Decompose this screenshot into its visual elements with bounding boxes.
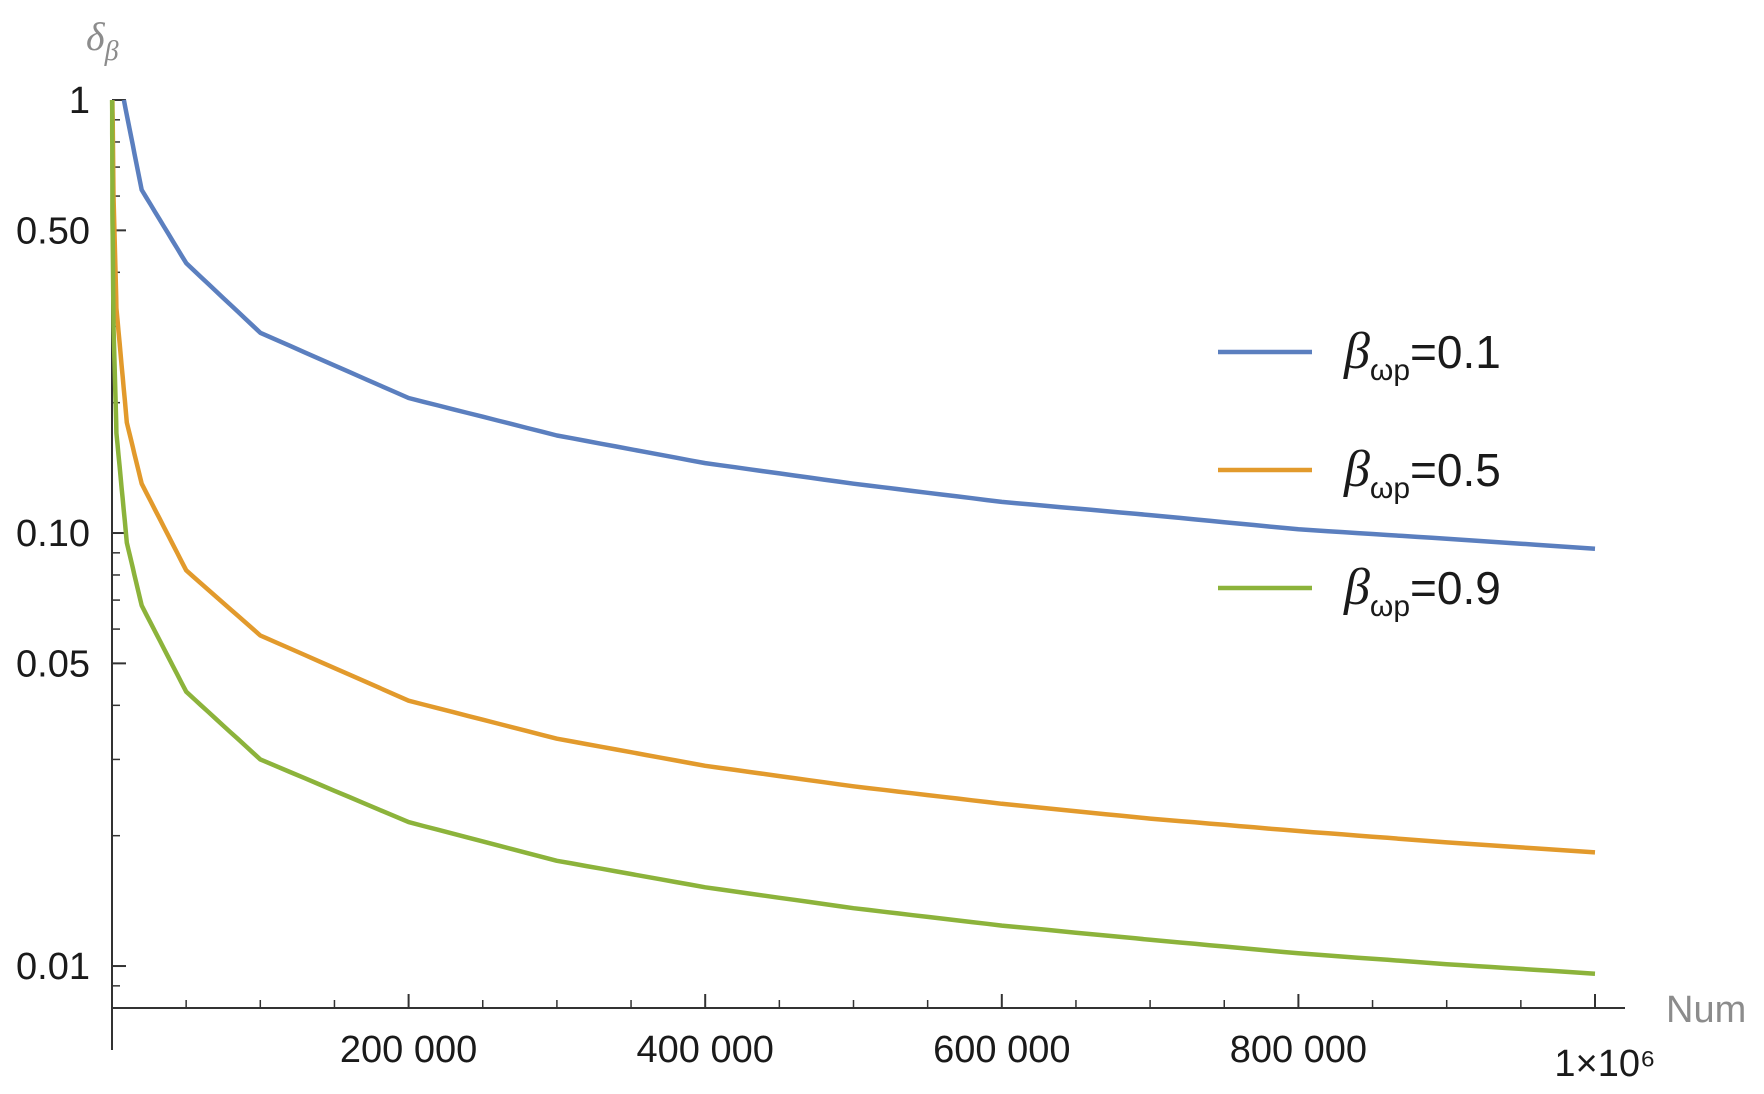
legend-label-2: βωp=0.5 (1343, 441, 1501, 505)
series-line-1 (121, 99, 1596, 551)
legend-value: =0.5 (1410, 444, 1501, 496)
y-tick-label: 0.10 (16, 513, 90, 555)
x-tick-label: 600 000 (933, 1029, 1070, 1071)
series-line-2 (110, 99, 1596, 855)
legend-subscript: ωp (1370, 472, 1410, 505)
legend-value: =0.9 (1410, 562, 1501, 614)
x-tick-label: 800 000 (1230, 1029, 1367, 1071)
y-tick-label: 1 (69, 80, 90, 122)
y-axis-label-sub: β (104, 36, 119, 67)
axes: 200 000 400 000 600 000 800 000 1×10⁶ 1 0.50 0.… (16, 80, 1656, 1085)
x-tick-label: 1×10⁶ (1554, 1043, 1655, 1085)
x-axis-label: Num (1666, 989, 1746, 1031)
y-tick-label: 0.05 (16, 643, 90, 685)
x-tick-label: 400 000 (637, 1029, 774, 1071)
legend-label-3: βωp=0.9 (1343, 559, 1501, 623)
legend-beta: β (1343, 323, 1370, 380)
legend-subscript: ωp (1370, 590, 1410, 623)
legend-subscript: ωp (1370, 354, 1410, 387)
legend-value: =0.1 (1410, 326, 1501, 378)
y-tick-label: 0.01 (16, 946, 90, 988)
y-axis-label: δβ (86, 14, 119, 67)
y-tick-label: 0.50 (16, 210, 90, 252)
series-line-3 (109, 99, 1596, 976)
x-tick-label: 200 000 (340, 1029, 477, 1071)
series-layer (109, 99, 1596, 976)
legend-beta: β (1343, 441, 1370, 498)
legend-label-1: βωp=0.1 (1343, 323, 1501, 387)
legend-beta: β (1343, 559, 1370, 616)
